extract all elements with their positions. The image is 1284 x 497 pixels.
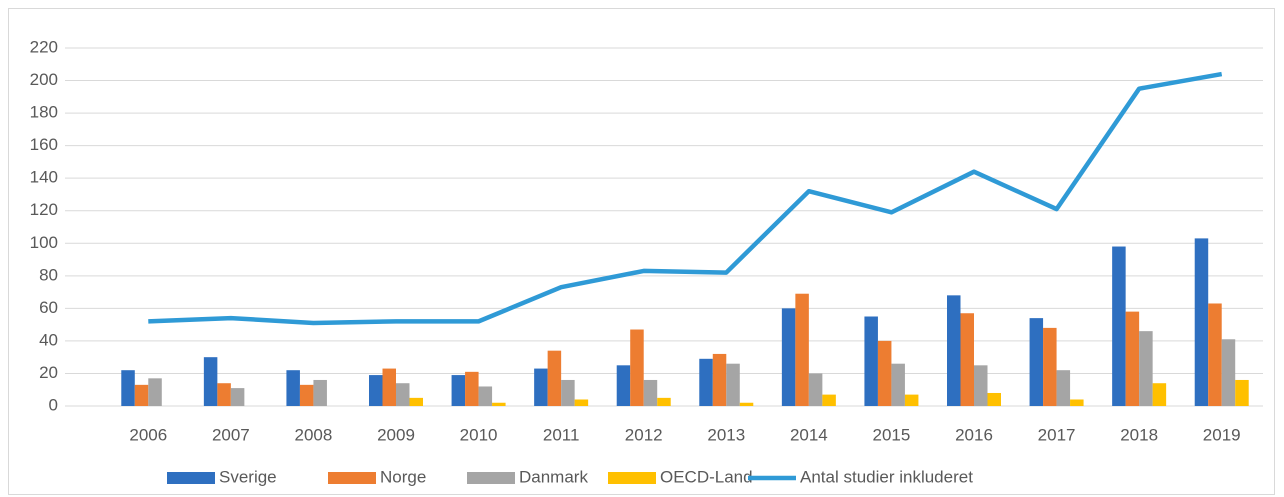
bar bbox=[1112, 246, 1126, 406]
bar bbox=[1043, 327, 1057, 406]
bar bbox=[492, 402, 506, 406]
bar bbox=[1235, 379, 1249, 406]
y-tick-label: 120 bbox=[30, 200, 58, 219]
bar bbox=[1139, 331, 1153, 406]
bar bbox=[739, 402, 754, 406]
legend-swatch bbox=[328, 472, 376, 484]
y-tick-label: 140 bbox=[30, 168, 58, 187]
y-tick-label: 160 bbox=[30, 135, 58, 154]
bar bbox=[121, 370, 135, 406]
legend-label: OECD-Land bbox=[660, 467, 753, 486]
x-tick-label: 2017 bbox=[1038, 425, 1076, 444]
legend-label: Sverige bbox=[219, 467, 277, 486]
bar bbox=[382, 368, 396, 406]
x-tick-label: 2008 bbox=[295, 425, 333, 444]
y-tick-label: 20 bbox=[39, 363, 58, 382]
bar bbox=[864, 316, 878, 406]
bar bbox=[547, 350, 562, 406]
x-tick-label: 2013 bbox=[707, 425, 745, 444]
legend-swatch bbox=[167, 472, 215, 484]
bar bbox=[409, 397, 423, 406]
legend-label: Norge bbox=[380, 467, 426, 486]
x-tick-label: 2010 bbox=[460, 425, 498, 444]
bar bbox=[877, 340, 892, 406]
y-tick-label: 0 bbox=[49, 395, 58, 414]
x-tick-label: 2015 bbox=[873, 425, 911, 444]
y-tick-label: 180 bbox=[30, 103, 58, 122]
y-tick-label: 40 bbox=[39, 330, 58, 349]
chart-border bbox=[8, 8, 1275, 495]
bar bbox=[822, 394, 836, 406]
legend-label: Danmark bbox=[519, 467, 588, 486]
bar bbox=[534, 368, 548, 406]
bar bbox=[1125, 311, 1140, 406]
x-tick-label: 2009 bbox=[377, 425, 415, 444]
bar bbox=[795, 293, 809, 406]
bar bbox=[465, 371, 479, 406]
y-tick-label: 60 bbox=[39, 298, 58, 317]
bar bbox=[1194, 238, 1209, 406]
bar bbox=[712, 353, 727, 406]
bar bbox=[726, 363, 740, 406]
legend-swatch bbox=[467, 472, 515, 484]
bar bbox=[451, 375, 466, 406]
y-tick-label: 220 bbox=[30, 37, 58, 56]
bar bbox=[699, 358, 713, 406]
bar bbox=[396, 383, 410, 406]
bar bbox=[148, 378, 162, 406]
x-tick-label: 2011 bbox=[543, 425, 580, 444]
bar bbox=[134, 384, 149, 406]
x-tick-label: 2006 bbox=[129, 425, 167, 444]
legend-label: Antal studier inkluderet bbox=[800, 467, 973, 486]
bar bbox=[1070, 399, 1084, 406]
bar bbox=[1029, 318, 1044, 406]
y-tick-label: 200 bbox=[30, 70, 58, 89]
bar bbox=[1221, 339, 1236, 406]
bar bbox=[891, 363, 905, 406]
bar bbox=[808, 373, 823, 406]
bar bbox=[781, 308, 796, 406]
x-tick-label: 2019 bbox=[1203, 425, 1241, 444]
bar bbox=[974, 365, 988, 406]
x-tick-label: 2007 bbox=[212, 425, 250, 444]
x-tick-label: 2018 bbox=[1120, 425, 1158, 444]
bar bbox=[1056, 370, 1071, 406]
bar bbox=[230, 388, 245, 406]
bar bbox=[947, 295, 961, 406]
legend-swatch bbox=[608, 472, 656, 484]
bar bbox=[286, 370, 300, 406]
bar bbox=[904, 394, 919, 406]
bar bbox=[369, 375, 383, 406]
line bbox=[148, 71, 1223, 326]
bar bbox=[1208, 303, 1222, 406]
bar bbox=[313, 379, 327, 406]
bar bbox=[630, 329, 644, 406]
bar bbox=[657, 397, 671, 406]
bar bbox=[574, 399, 589, 406]
x-tick-label: 2014 bbox=[790, 425, 828, 444]
bar bbox=[561, 379, 575, 406]
bar bbox=[203, 357, 218, 406]
bar bbox=[960, 313, 974, 406]
x-tick-label: 2012 bbox=[625, 425, 663, 444]
bar bbox=[987, 392, 1001, 406]
bar bbox=[299, 384, 314, 406]
bar bbox=[616, 365, 631, 406]
x-tick-label: 2016 bbox=[955, 425, 993, 444]
bar bbox=[478, 386, 493, 406]
bar bbox=[217, 383, 231, 406]
y-tick-label: 100 bbox=[30, 233, 58, 252]
bar bbox=[643, 379, 658, 406]
bar bbox=[1152, 383, 1167, 406]
y-tick-label: 80 bbox=[39, 265, 58, 284]
